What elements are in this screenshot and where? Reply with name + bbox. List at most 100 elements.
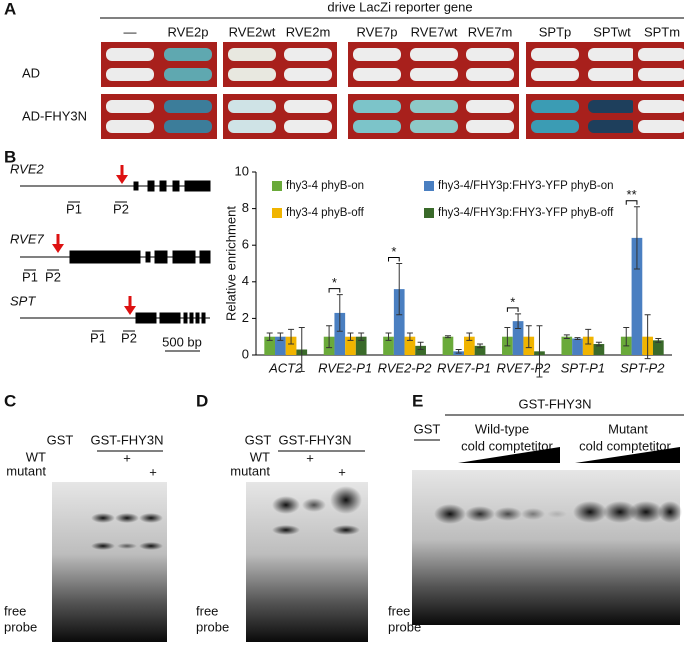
gel-image xyxy=(246,482,368,642)
yeast-patch xyxy=(466,48,514,61)
yeast-patch xyxy=(466,100,514,113)
significance-label: ** xyxy=(627,187,637,202)
column-label: RVE7wt xyxy=(411,24,458,39)
error-bar xyxy=(477,343,484,349)
plus-sign: + xyxy=(306,450,314,465)
legend-label: fhy3-4/FHY3p:FHY3-YFP phyB-off xyxy=(438,207,614,219)
yeast-patch xyxy=(353,68,401,81)
bar xyxy=(275,336,286,355)
x-tick-label: ACT2 xyxy=(268,360,303,375)
legend-label: fhy3-4 phyB-off xyxy=(286,207,365,219)
yeast-patch xyxy=(164,48,212,61)
bar xyxy=(334,312,346,355)
competitor-label: Wild-type xyxy=(475,421,529,436)
gel-image xyxy=(412,470,682,625)
error-bar xyxy=(444,335,451,339)
bar xyxy=(393,289,405,355)
x-tick-label: RVE2-P2 xyxy=(378,360,433,375)
panel-letter: C xyxy=(4,391,16,410)
error-bar xyxy=(525,325,532,349)
error-bar xyxy=(277,332,284,341)
legend-swatch xyxy=(424,181,434,191)
yeast-patch xyxy=(106,68,154,81)
primer-label: P2 xyxy=(121,330,137,345)
lane-label: GST-FHY3N xyxy=(279,432,352,447)
error-bar xyxy=(298,327,305,372)
yeast-patch xyxy=(531,48,579,61)
yeast-patch xyxy=(410,68,458,81)
error-bar xyxy=(406,332,413,341)
primer-label: P1 xyxy=(22,269,38,284)
yeast-patch xyxy=(588,68,636,81)
yeast-patch xyxy=(106,100,154,113)
yeast-patch xyxy=(164,68,212,81)
panel-letter: A xyxy=(4,0,16,18)
significance-bracket xyxy=(625,200,638,205)
bar xyxy=(464,336,475,355)
yeast-patch xyxy=(353,48,401,61)
panel-letter: D xyxy=(196,391,208,410)
significance-label: * xyxy=(510,294,515,309)
column-label: RVE2m xyxy=(286,24,331,39)
y-tick-label: 4 xyxy=(242,273,249,288)
error-bar xyxy=(574,337,581,340)
yeast-patch xyxy=(638,120,684,133)
bar xyxy=(474,345,486,355)
yeast-patch xyxy=(531,120,579,133)
yeast-patch xyxy=(410,100,458,113)
x-tick-label: RVE7-P1 xyxy=(437,360,491,375)
yeast-patch xyxy=(588,120,636,133)
panel-letter: B xyxy=(4,147,16,166)
y-tick-label: 10 xyxy=(235,163,249,178)
error-bar xyxy=(515,313,522,329)
yeast-patch xyxy=(531,68,579,81)
significance-bracket xyxy=(328,288,341,293)
free-probe-label: probe xyxy=(388,619,421,634)
x-tick-label: SPT-P1 xyxy=(561,360,605,375)
free-probe-label: free xyxy=(196,603,218,618)
x-tick-label: RVE7-P2 xyxy=(496,360,551,375)
error-bar xyxy=(585,328,592,345)
bar xyxy=(285,336,297,355)
error-bar xyxy=(396,263,403,316)
gradient-wedge xyxy=(458,447,560,463)
panel-letter: E xyxy=(412,391,423,410)
free-probe-label: free xyxy=(4,603,26,618)
y-tick-label: 6 xyxy=(242,237,249,252)
y-tick-label: 8 xyxy=(242,200,249,215)
yeast-patch xyxy=(531,100,579,113)
row-label: WT xyxy=(26,449,46,464)
primer-label: P2 xyxy=(113,201,129,216)
row-label: AD xyxy=(22,65,40,80)
y-axis-label: Relative enrichment xyxy=(223,206,238,321)
gene-diagrams xyxy=(20,180,211,352)
yeast-patch xyxy=(284,68,332,81)
column-label: SPTm xyxy=(644,24,680,39)
yeast-patch xyxy=(228,48,276,61)
error-bar xyxy=(504,327,511,347)
column-label: RVE2wt xyxy=(229,24,276,39)
yeast-patch xyxy=(106,120,154,133)
yeast-patch xyxy=(410,120,458,133)
yeast-patch xyxy=(164,120,212,133)
bar xyxy=(512,321,524,355)
yeast-patch xyxy=(228,120,276,133)
yeast-patch xyxy=(228,100,276,113)
primer-label: P2 xyxy=(45,269,61,284)
yeast-patch xyxy=(106,48,154,61)
yeast-patch xyxy=(353,120,401,133)
error-bar xyxy=(563,334,570,340)
error-bar xyxy=(266,332,273,341)
row-label: WT xyxy=(250,449,270,464)
error-bar xyxy=(466,332,473,341)
bar xyxy=(582,336,594,355)
bar xyxy=(383,336,394,355)
yeast-patch xyxy=(588,100,636,113)
yeast-patch xyxy=(284,100,332,113)
bar xyxy=(442,336,454,355)
gradient-wedge xyxy=(575,447,680,463)
column-label: RVE7p xyxy=(357,24,398,39)
yeast-patch xyxy=(164,100,212,113)
x-tick-label: SPT-P2 xyxy=(620,360,665,375)
